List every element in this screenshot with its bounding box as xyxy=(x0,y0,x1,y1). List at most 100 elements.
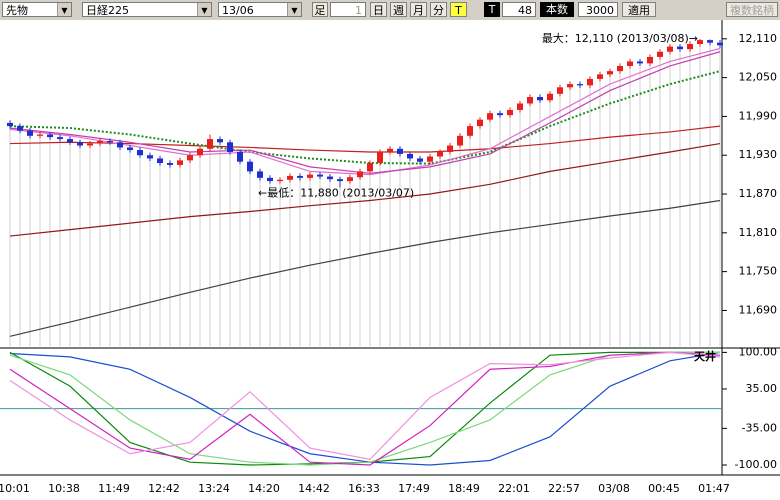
x-tick-label: 01:47 xyxy=(698,482,730,495)
y-tick-label: 11,870 xyxy=(739,187,778,200)
line-series xyxy=(9,351,721,461)
candle-body xyxy=(517,103,523,110)
y-tick-label: 12,050 xyxy=(739,71,778,84)
x-tick-label: 12:42 xyxy=(148,482,180,495)
candle-body xyxy=(307,174,313,178)
candle-body xyxy=(607,71,613,75)
candle-body xyxy=(437,151,443,157)
candle-body xyxy=(287,175,293,180)
month-select[interactable]: 13/06 xyxy=(218,2,302,17)
candle-body xyxy=(427,156,433,162)
candle-body xyxy=(597,74,603,79)
line-series xyxy=(9,70,721,165)
candle-body xyxy=(347,177,353,182)
x-tick-label: 14:20 xyxy=(248,482,280,495)
candle-body xyxy=(337,179,343,182)
min-annotation: ←最低：11,880 (2013/03/07) xyxy=(258,187,414,200)
candle-body xyxy=(327,176,333,180)
bar-input[interactable]: 1 xyxy=(330,2,366,17)
line-series xyxy=(9,199,721,337)
index-select[interactable]: 日経225 xyxy=(82,2,212,17)
candle-body xyxy=(537,97,543,101)
y-tick-label: -35.00 xyxy=(742,421,777,434)
y-tick-label: 11,750 xyxy=(739,265,778,278)
candle-body xyxy=(177,160,183,165)
x-tick-label: 22:01 xyxy=(498,482,530,495)
candle-body xyxy=(387,148,393,152)
chart: 11,690 11,750 11,810 11,870 11,930 11,990 12,0… xyxy=(0,20,780,500)
candle-body xyxy=(617,65,623,72)
candle-body xyxy=(707,40,713,43)
candle-body xyxy=(227,142,233,152)
count-label: 本数 xyxy=(540,2,574,17)
candle-body xyxy=(507,109,513,116)
apply-button[interactable]: 適用 xyxy=(622,2,656,17)
minute-button[interactable]: 分 xyxy=(430,2,447,17)
tick-button[interactable]: T xyxy=(450,2,467,17)
week-button[interactable]: 週 xyxy=(390,2,407,17)
market-select[interactable]: 先物 xyxy=(2,2,72,17)
candle-body xyxy=(97,140,103,144)
candle-body xyxy=(47,134,53,138)
y-tick-label: 11,690 xyxy=(739,303,778,316)
candle-body xyxy=(677,46,683,50)
candle-body xyxy=(477,119,483,127)
candle-body xyxy=(147,155,153,159)
candle-body xyxy=(577,84,583,86)
line-series xyxy=(9,125,721,153)
candle-body xyxy=(247,161,253,172)
x-tick-label: 10:01 xyxy=(0,482,30,495)
x-tick-label: 11:49 xyxy=(98,482,130,495)
candle-body xyxy=(57,137,63,140)
candle-body xyxy=(217,139,223,143)
line-series xyxy=(9,351,721,466)
candle-body xyxy=(367,162,373,172)
candle-body xyxy=(137,150,143,156)
candle-body xyxy=(17,126,23,131)
candle-body xyxy=(357,171,363,178)
x-tick-label: 13:24 xyxy=(198,482,230,495)
candle-body xyxy=(567,84,573,88)
candle-body xyxy=(277,179,283,182)
y-tick-label: 11,930 xyxy=(739,148,778,161)
month-button[interactable]: 月 xyxy=(410,2,427,17)
multi-button[interactable]: 複数銘柄 xyxy=(726,2,778,17)
candle-body xyxy=(687,43,693,50)
candle-body xyxy=(297,175,303,178)
candle-body xyxy=(7,122,13,127)
candle-body xyxy=(77,142,83,146)
candle-body xyxy=(527,97,533,104)
bar-button[interactable]: 足 xyxy=(312,2,328,17)
x-tick-label: 00:45 xyxy=(648,482,680,495)
candle-body xyxy=(237,151,243,162)
x-tick-label: 16:33 xyxy=(348,482,380,495)
x-tick-label: 10:38 xyxy=(48,482,80,495)
candle-body xyxy=(317,174,323,177)
candle-body xyxy=(447,145,453,152)
candle-body xyxy=(557,87,563,94)
x-tick-label: 14:42 xyxy=(298,482,330,495)
y-tick-label: 12,110 xyxy=(739,32,778,45)
y-tick-label: -100.00 xyxy=(735,458,777,471)
candle-body xyxy=(647,56,653,64)
candle-body xyxy=(497,113,503,116)
candle-body xyxy=(657,51,663,57)
y-tick-label: 11,990 xyxy=(739,109,778,122)
candle-body xyxy=(637,61,643,64)
count-input[interactable]: 48 xyxy=(502,2,536,17)
candle-body xyxy=(717,42,723,46)
candle-body xyxy=(117,142,123,148)
day-button[interactable]: 日 xyxy=(370,2,387,17)
toolbar: 先物 日経225 13/06 足 1 日 週 月 分 T T 48 本数 300… xyxy=(0,0,780,20)
candle-body xyxy=(87,143,93,146)
x-tick-label: 18:49 xyxy=(448,482,480,495)
candle-body xyxy=(547,93,553,101)
candle-body xyxy=(207,139,213,149)
candle-body xyxy=(397,148,403,154)
candle-body xyxy=(627,61,633,66)
candle-body xyxy=(377,151,383,163)
candle-body xyxy=(107,140,113,143)
count2-input[interactable]: 3000 xyxy=(578,2,618,17)
line-series xyxy=(9,142,721,237)
